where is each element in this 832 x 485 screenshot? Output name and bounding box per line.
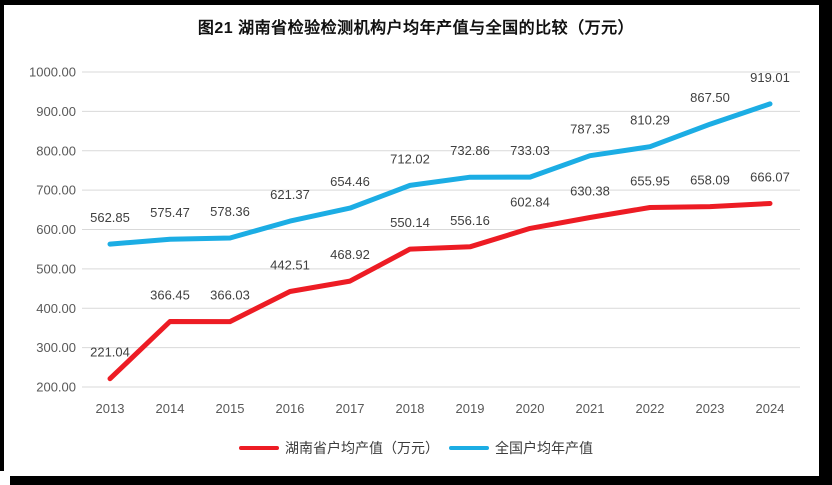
x-axis-tick-label: 2020: [516, 401, 545, 416]
y-axis-tick-label: 400.00: [36, 301, 76, 316]
data-label: 578.36: [210, 204, 250, 219]
x-axis-tick-label: 2019: [456, 401, 485, 416]
data-label: 221.04: [90, 345, 130, 360]
y-axis-tick-label: 700.00: [36, 183, 76, 198]
x-axis-tick-label: 2021: [576, 401, 605, 416]
x-axis-tick-label: 2016: [276, 401, 305, 416]
x-axis-tick-label: 2023: [696, 401, 725, 416]
y-axis-tick-label: 300.00: [36, 340, 76, 355]
x-axis-tick-label: 2013: [96, 401, 125, 416]
data-label: 366.45: [150, 288, 190, 303]
data-label: 666.07: [750, 170, 790, 185]
x-axis-tick-label: 2015: [216, 401, 245, 416]
y-axis-tick-label: 200.00: [36, 380, 76, 395]
data-label: 468.92: [330, 247, 370, 262]
x-axis-tick-label: 2018: [396, 401, 425, 416]
data-label: 442.51: [270, 258, 310, 273]
data-label: 602.84: [510, 194, 550, 209]
y-axis-tick-label: 900.00: [36, 104, 76, 119]
y-axis-tick-label: 800.00: [36, 143, 76, 158]
data-label: 630.38: [570, 184, 610, 199]
frame-border-top: [0, 0, 832, 5]
chart-legend: 湖南省户均产值（万元） 全国户均年产值: [0, 438, 832, 458]
series-line-1: [107, 101, 773, 247]
data-label: 867.50: [690, 90, 730, 105]
data-label: 550.14: [390, 215, 430, 230]
data-label: 732.86: [450, 143, 490, 158]
chart-title: 图21 湖南省检验检测机构户均年产值与全国的比较（万元）: [197, 20, 635, 37]
frame-border-bottom: [10, 476, 832, 485]
data-label: 810.29: [630, 113, 670, 128]
data-label: 733.03: [510, 143, 550, 158]
legend-item-national: 全国户均年产值: [449, 438, 593, 458]
data-label: 562.85: [90, 210, 130, 225]
x-axis-tick-label: 2024: [756, 401, 785, 416]
data-label: 654.46: [330, 174, 370, 189]
data-label: 575.47: [150, 205, 190, 220]
x-axis-tick-label: 2022: [636, 401, 665, 416]
data-label: 621.37: [270, 187, 310, 202]
data-label: 712.02: [390, 151, 430, 166]
legend-item-hunan: 湖南省户均产值（万元）: [239, 438, 439, 458]
y-axis-tick-label: 1000.00: [29, 65, 76, 80]
x-axis-tick-label: 2017: [336, 401, 365, 416]
data-label: 556.16: [450, 213, 490, 228]
data-label: 655.95: [630, 174, 670, 189]
data-label: 366.03: [210, 288, 250, 303]
y-axis-tick-label: 600.00: [36, 222, 76, 237]
data-label: 919.01: [750, 70, 790, 85]
x-axis-tick-label: 2014: [156, 401, 185, 416]
frame-border-left: [0, 0, 4, 471]
legend-line-swatch-hunan: [239, 446, 279, 450]
legend-label-hunan: 湖南省户均产值（万元）: [285, 440, 439, 456]
legend-line-swatch-national: [449, 446, 489, 450]
data-label: 658.09: [690, 173, 730, 188]
y-axis-tick-label: 500.00: [36, 261, 76, 276]
frame-border-right: [819, 0, 832, 485]
data-label: 787.35: [570, 122, 610, 137]
legend-label-national: 全国户均年产值: [495, 440, 593, 456]
series-line-0: [107, 201, 773, 382]
